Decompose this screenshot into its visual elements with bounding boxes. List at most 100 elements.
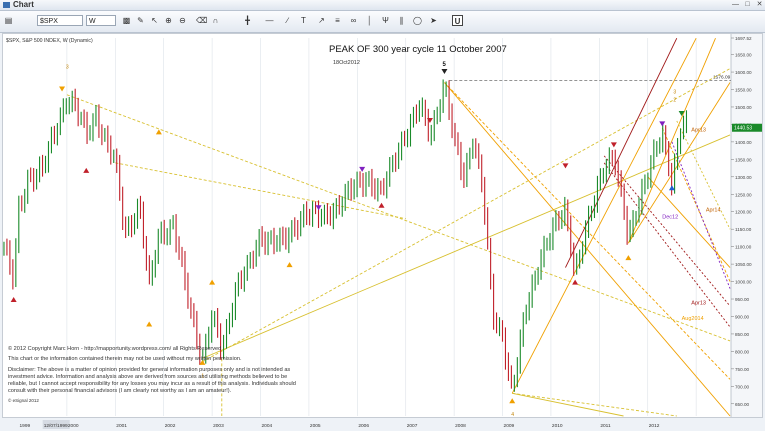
price-chart[interactable]: 650.00 700.00 750.00 800.00 850.00 900.00 950.… — [3, 34, 762, 418]
wave-label: 1 — [201, 374, 204, 380]
fib-icon[interactable]: ≡ — [335, 16, 340, 25]
fork-line — [661, 127, 731, 282]
watermark-text: © eSignal 2012 — [8, 398, 39, 403]
y-tick-label: 1200.00 — [735, 210, 752, 215]
highlighted-tool-button[interactable]: U — [452, 15, 463, 26]
pencil-icon[interactable]: ✎ — [137, 16, 144, 25]
headline-text: PEAK OF 300 year cycle 11 October 2007 — [329, 44, 507, 55]
symbol-input[interactable]: $SPX — [37, 15, 83, 26]
reference-level-label: 1576.09 — [713, 74, 731, 80]
pivot-marker — [209, 279, 216, 285]
fork-line — [628, 82, 731, 244]
pivot-marker — [378, 202, 385, 208]
fork-line — [115, 162, 406, 220]
title-bar: Chart — □ ✕ — [0, 0, 765, 11]
x-tick-label: 12/07/1999 — [44, 423, 68, 429]
channel-icon[interactable]: ∥ — [399, 16, 404, 25]
vline-icon[interactable]: │ — [367, 16, 372, 25]
pivot-marker — [610, 142, 617, 148]
pivot-marker — [509, 398, 516, 404]
copyright-text: © 2012 Copyright Marc Horn - http://mapp… — [8, 346, 222, 352]
pivot-marker — [668, 185, 675, 191]
y-tick-label: 1300.00 — [735, 175, 752, 180]
y-tick-label: 750.00 — [735, 367, 749, 372]
fork-line — [647, 176, 731, 268]
hline-icon[interactable]: — — [265, 16, 274, 25]
x-tick-label: 2009 — [504, 423, 515, 429]
pitchfork-icon[interactable]: Ψ — [382, 16, 389, 25]
bar-type-icon[interactable]: ▩ — [122, 16, 131, 25]
close-icon[interactable]: ✕ — [756, 1, 763, 8]
toolbar: ▤ $SPX W ▩ ✎ ↖ ⊕ ⊖ ⌫ ∩ ╋ — ∕ T ↗ ≡ ∞ │ Ψ… — [0, 11, 765, 33]
pivot-marker — [359, 166, 366, 172]
fork-line — [603, 155, 731, 307]
y-tick-label: 850.00 — [735, 332, 749, 337]
price-axis — [731, 34, 762, 417]
x-tick-label: 2006 — [358, 423, 369, 429]
info-panel: © 2012 Copyright Marc Horn - http://mapp… — [8, 346, 298, 404]
y-tick-label: 1650.00 — [735, 53, 752, 58]
pivot-marker — [659, 121, 666, 127]
crosshair-icon[interactable]: ╋ — [245, 16, 250, 25]
annotation-label: Dec12 — [662, 215, 678, 221]
fork-line — [202, 68, 731, 363]
x-tick-label: 2011 — [600, 423, 611, 429]
y-tick-label: 1150.00 — [735, 227, 752, 232]
chart-area[interactable]: 650.00 700.00 750.00 800.00 850.00 900.00 950.… — [2, 33, 763, 418]
period-input[interactable]: W — [86, 15, 116, 26]
x-tick-label: 2002 — [165, 423, 176, 429]
y-tick-label: 700.00 — [735, 384, 749, 389]
pivot-marker — [426, 117, 433, 123]
x-cursor-box — [42, 420, 70, 429]
fork-line — [512, 392, 624, 417]
magnet-icon[interactable]: ∩ — [212, 16, 219, 25]
text-tool-icon[interactable]: T — [301, 16, 306, 25]
x-tick-label: 2005 — [310, 423, 321, 429]
annotation-label: Apr13 — [691, 127, 706, 133]
y-tick-label: 1350.00 — [735, 157, 752, 162]
wave-label: 4 — [511, 412, 514, 417]
maximize-icon[interactable]: □ — [745, 1, 750, 8]
x-tick-label: 2007 — [407, 423, 418, 429]
fork-line — [603, 162, 731, 328]
y-tick-label: 1400.00 — [735, 140, 752, 145]
y-tick-label: 650.00 — [735, 402, 749, 407]
ellipse-icon[interactable]: ◯ — [413, 16, 422, 25]
fork-line — [66, 94, 731, 342]
eraser-icon[interactable]: ⌫ — [196, 16, 208, 25]
cycle-icon[interactable]: ∞ — [350, 16, 357, 25]
zoom-out-icon[interactable]: ⊖ — [179, 16, 186, 25]
annotation-label: Apr13 — [691, 300, 706, 306]
pivot-marker — [286, 262, 293, 268]
trendline-icon[interactable]: ∕ — [286, 16, 289, 25]
fork-line — [202, 134, 731, 359]
cursor-icon[interactable]: ↖ — [151, 16, 158, 25]
pivot-marker — [146, 321, 153, 327]
y-tick-label: 900.00 — [735, 314, 749, 319]
ray-icon[interactable]: ↗ — [318, 16, 325, 25]
arrow-tool-icon[interactable]: ➤ — [430, 16, 437, 25]
x-tick-label: 2000 — [68, 423, 79, 429]
x-tick-label: 2012 — [649, 423, 660, 429]
pivot-marker — [10, 297, 17, 303]
y-tick-label: 1050.00 — [735, 262, 752, 267]
y-tick-label: 1550.00 — [735, 88, 752, 93]
minimize-icon[interactable]: — — [732, 1, 739, 8]
chart-menu-icon[interactable]: ▤ — [4, 16, 13, 25]
y-tick-label: 1100.00 — [735, 245, 752, 250]
pivot-marker — [678, 110, 685, 116]
last-price-tag — [732, 123, 762, 132]
zoom-in-icon[interactable]: ⊕ — [165, 16, 172, 25]
pivot-marker — [59, 86, 66, 92]
pivot-marker — [315, 205, 322, 211]
y-tick-label: 1250.00 — [735, 192, 752, 197]
y-tick-label: 1600.00 — [735, 70, 752, 75]
fork-line — [627, 38, 716, 244]
x-tick-label: 2010 — [552, 423, 563, 429]
x-tick-label: 2003 — [213, 423, 224, 429]
pivot-marker — [83, 167, 90, 173]
wave-label: 3 — [673, 90, 676, 96]
pivot-marker — [562, 163, 569, 169]
x-tick-label: 2008 — [455, 423, 466, 429]
